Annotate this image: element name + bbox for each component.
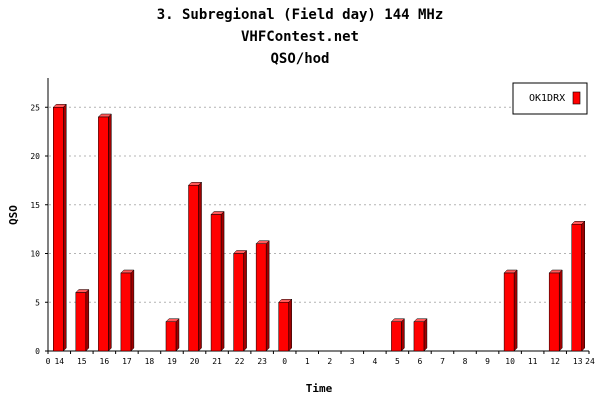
x-tick-label-19: 19	[167, 357, 177, 366]
x-ticks: 0 24 14 15 16 17 18 19 20 21 22 23 0 1 2 3 4 5 6 7 8 9 10 11 1…	[46, 351, 595, 366]
legend-series-label: OK1DRX	[529, 93, 565, 104]
x-tick-label-17: 17	[122, 357, 132, 366]
x-tick-label-2: 2	[327, 357, 332, 366]
x-tick-label-9: 9	[485, 357, 490, 366]
chart-title-line-1: 3. Subregional (Field day) 144 MHz	[157, 7, 444, 23]
x-tick-label-20: 20	[190, 357, 200, 366]
bar-side	[63, 103, 67, 352]
y-tick-label-0: 0	[35, 347, 40, 356]
x-tick-label-10: 10	[505, 357, 515, 366]
bar-20	[187, 181, 203, 352]
bar-side	[108, 113, 112, 352]
chart-titles: 3. Subregional (Field day) 144 MHz VHFCo…	[157, 7, 444, 67]
bar-front	[75, 292, 87, 352]
bar-14	[52, 103, 67, 352]
bar-side	[265, 240, 270, 352]
bar-front	[391, 321, 402, 352]
bar-side	[288, 298, 292, 352]
bar-side	[130, 269, 135, 352]
bar-front	[165, 321, 177, 352]
bar-front	[413, 321, 425, 352]
x-tick-label-15: 15	[77, 357, 87, 366]
bar-side	[198, 181, 202, 352]
y-tick-label-20: 20	[30, 152, 40, 161]
bar-13	[571, 220, 586, 352]
x-tick-label-7: 7	[440, 357, 445, 366]
bars	[52, 103, 586, 352]
bar-23	[255, 240, 270, 352]
bar-side	[558, 269, 563, 352]
chart-title-line-2: VHFContest.net	[241, 29, 359, 45]
bar-side	[220, 210, 225, 352]
bar-10	[503, 269, 518, 352]
bar-side	[175, 318, 180, 352]
x-tick-label-23: 23	[257, 357, 267, 366]
bar-side	[85, 288, 90, 352]
x-axis-start-label: 0	[46, 357, 51, 366]
bar-front	[548, 272, 560, 352]
bar-21	[210, 210, 225, 352]
x-tick-label-14: 14	[54, 357, 64, 366]
x-tick-label-4: 4	[372, 357, 377, 366]
bar-17	[120, 269, 135, 352]
x-tick-label-12: 12	[550, 357, 560, 366]
bar-6	[413, 318, 428, 352]
y-tick-label-15: 15	[30, 201, 40, 210]
bar-front	[188, 185, 199, 352]
x-tick-label-5: 5	[395, 357, 400, 366]
legend: OK1DRX	[512, 82, 588, 115]
x-tick-label-16: 16	[100, 357, 110, 366]
bar-front	[233, 253, 244, 352]
y-tick-label-10: 10	[30, 250, 40, 259]
legend-swatch	[572, 91, 581, 105]
bar-front	[53, 107, 64, 352]
bar-15	[75, 288, 90, 352]
x-axis-end-label: 24	[585, 357, 595, 366]
x-tick-label-0: 0	[282, 357, 287, 366]
x-tick-label-1: 1	[305, 357, 310, 366]
bar-front	[255, 243, 267, 352]
bar-19	[165, 318, 180, 352]
bar-side	[581, 220, 585, 352]
bar-front	[120, 272, 132, 352]
x-tick-label-8: 8	[463, 357, 468, 366]
x-tick-label-6: 6	[418, 357, 423, 366]
x-tick-label-11: 11	[528, 357, 538, 366]
bar-side	[243, 249, 247, 352]
chart-title-line-3: QSO/hod	[270, 51, 329, 67]
y-axis-label: QSO	[7, 205, 20, 225]
y-tick-label-25: 25	[30, 103, 40, 112]
bar-0	[278, 298, 293, 352]
bar-12	[548, 269, 563, 352]
y-tick-label-5: 5	[35, 298, 40, 307]
bar-front	[571, 224, 582, 352]
x-tick-label-18: 18	[145, 357, 155, 366]
x-tick-label-13: 13	[573, 357, 583, 366]
x-tick-label-21: 21	[212, 357, 222, 366]
gridlines	[49, 106, 589, 303]
bar-16	[97, 113, 112, 352]
bar-front	[278, 302, 289, 352]
bar-front	[98, 116, 109, 352]
y-ticks: 0 5 10 15 20 25	[30, 103, 48, 356]
bar-side	[423, 318, 428, 352]
bar-side	[401, 318, 405, 352]
bar-front	[210, 214, 222, 352]
x-axis-label: Time	[306, 382, 333, 395]
bar-side	[513, 269, 518, 352]
bar-22	[233, 249, 248, 352]
bar-front	[503, 272, 515, 352]
x-tick-label-3: 3	[350, 357, 355, 366]
x-tick-label-22: 22	[235, 357, 245, 366]
bar-5	[390, 318, 405, 352]
